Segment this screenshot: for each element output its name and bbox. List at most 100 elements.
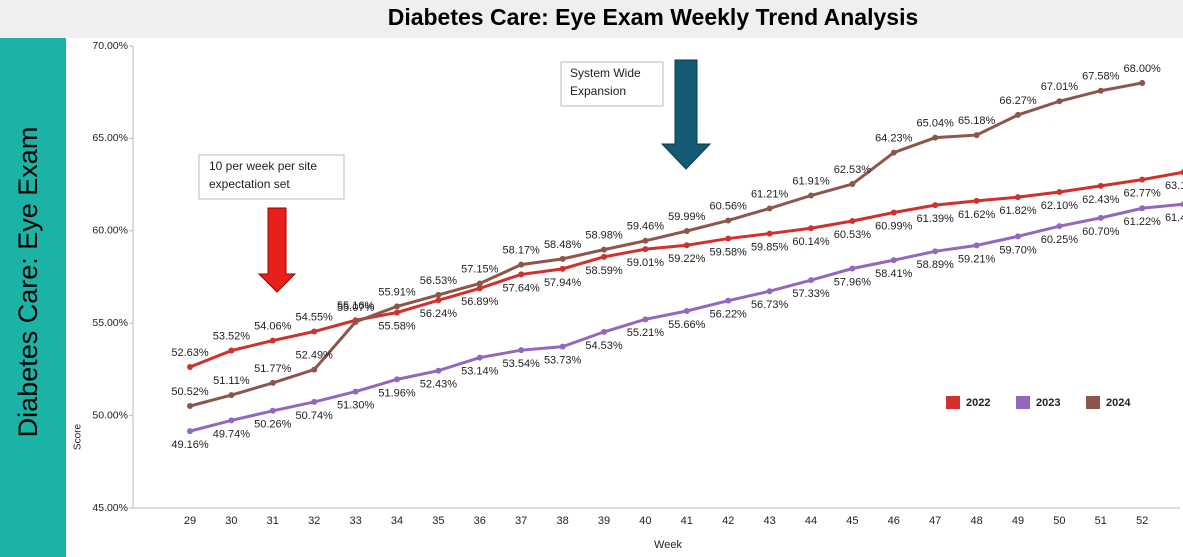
title-bar (0, 0, 1183, 38)
x-tick-label: 47 (929, 515, 941, 527)
data-label: 67.58% (1082, 71, 1120, 83)
data-point (1015, 194, 1021, 201)
data-point (849, 181, 856, 188)
data-point (725, 297, 732, 304)
x-tick-label: 51 (1095, 515, 1107, 527)
data-label: 57.33% (792, 288, 830, 300)
x-tick-label: 36 (474, 515, 486, 527)
data-label: 57.15% (461, 263, 499, 275)
legend-swatch (1086, 396, 1100, 409)
x-tick-label: 40 (639, 515, 651, 527)
legend-label: 2024 (1106, 397, 1131, 409)
side-band (0, 38, 66, 557)
data-point (642, 316, 649, 323)
data-label: 65.18% (958, 115, 996, 127)
annotation-text: expectation set (209, 177, 290, 191)
data-point (849, 265, 856, 272)
data-point (228, 392, 235, 399)
data-label: 51.96% (378, 387, 416, 399)
data-point (352, 318, 359, 325)
data-point (683, 242, 690, 249)
data-label: 60.14% (792, 236, 830, 248)
data-point (1015, 111, 1021, 118)
data-point (601, 328, 607, 335)
data-label: 65.04% (917, 118, 955, 130)
data-label: 53.14% (461, 365, 499, 377)
data-point (932, 248, 939, 255)
data-label: 56.24% (420, 308, 458, 320)
data-label: 53.73% (544, 355, 582, 367)
data-label: 59.46% (627, 221, 665, 233)
data-point (559, 265, 566, 272)
data-point (518, 271, 525, 278)
y-tick-label: 70.00% (92, 40, 128, 52)
x-tick-label: 43 (763, 515, 775, 527)
x-tick-label: 49 (1012, 515, 1024, 527)
data-point (559, 343, 566, 350)
data-label: 57.94% (544, 277, 582, 289)
data-label: 54.55% (296, 311, 334, 323)
x-tick-label: 29 (184, 515, 196, 527)
legend-label: 2023 (1036, 397, 1060, 409)
x-tick-label: 48 (970, 515, 982, 527)
data-point (1097, 214, 1104, 221)
data-point (228, 417, 235, 424)
data-point (766, 205, 773, 212)
data-label: 61.91% (792, 175, 830, 187)
data-label: 59.58% (710, 246, 748, 258)
data-label: 59.99% (668, 211, 706, 223)
data-point (932, 134, 939, 141)
data-point (849, 218, 856, 225)
data-point (435, 297, 442, 304)
y-tick-label: 65.00% (92, 132, 128, 144)
data-label: 60.53% (834, 229, 872, 241)
data-label: 67.01% (1041, 81, 1079, 93)
side-label: Diabetes Care: Eye Exam (13, 127, 43, 438)
data-label: 61.62% (958, 209, 996, 221)
data-label: 61.22% (1124, 216, 1162, 228)
data-point (352, 388, 359, 395)
data-point (601, 253, 607, 260)
data-point (1056, 223, 1063, 230)
x-tick-label: 39 (598, 515, 610, 527)
data-label: 60.25% (1041, 234, 1079, 246)
series-line (189, 202, 1183, 433)
data-label: 60.70% (1082, 226, 1120, 238)
data-point (1139, 176, 1146, 183)
data-label: 59.70% (999, 244, 1037, 256)
data-point (476, 354, 483, 361)
data-label: 50.74% (296, 410, 334, 422)
data-point (808, 225, 814, 232)
annotation-text: 10 per week per site (209, 159, 317, 173)
annotation-text: System Wide (570, 66, 641, 80)
data-label: 54.53% (585, 340, 623, 352)
data-point (766, 230, 773, 237)
x-tick-label: 31 (267, 515, 279, 527)
data-label: 58.17% (503, 245, 541, 257)
x-tick-label: 34 (391, 515, 403, 527)
data-point (890, 209, 897, 216)
data-point (311, 398, 318, 405)
data-label: 59.01% (627, 257, 665, 269)
data-point (394, 303, 400, 310)
data-point (435, 291, 442, 298)
data-label: 52.49% (296, 349, 334, 361)
x-tick-label: 37 (515, 515, 527, 527)
y-tick-label: 45.00% (92, 502, 128, 514)
data-label: 60.56% (710, 200, 748, 212)
data-label: 58.98% (585, 230, 623, 242)
data-point (642, 246, 649, 253)
data-label: 56.53% (420, 275, 458, 287)
data-point (518, 347, 525, 354)
data-point (1097, 182, 1104, 189)
x-tick-label: 44 (805, 515, 817, 527)
data-point (1097, 87, 1104, 94)
data-label: 56.73% (751, 299, 789, 311)
data-label: 51.11% (213, 375, 250, 387)
data-label: 58.59% (585, 265, 623, 277)
x-tick-label: 46 (888, 515, 900, 527)
data-label: 58.89% (917, 259, 955, 271)
data-point (228, 347, 235, 354)
data-point (1056, 188, 1063, 195)
